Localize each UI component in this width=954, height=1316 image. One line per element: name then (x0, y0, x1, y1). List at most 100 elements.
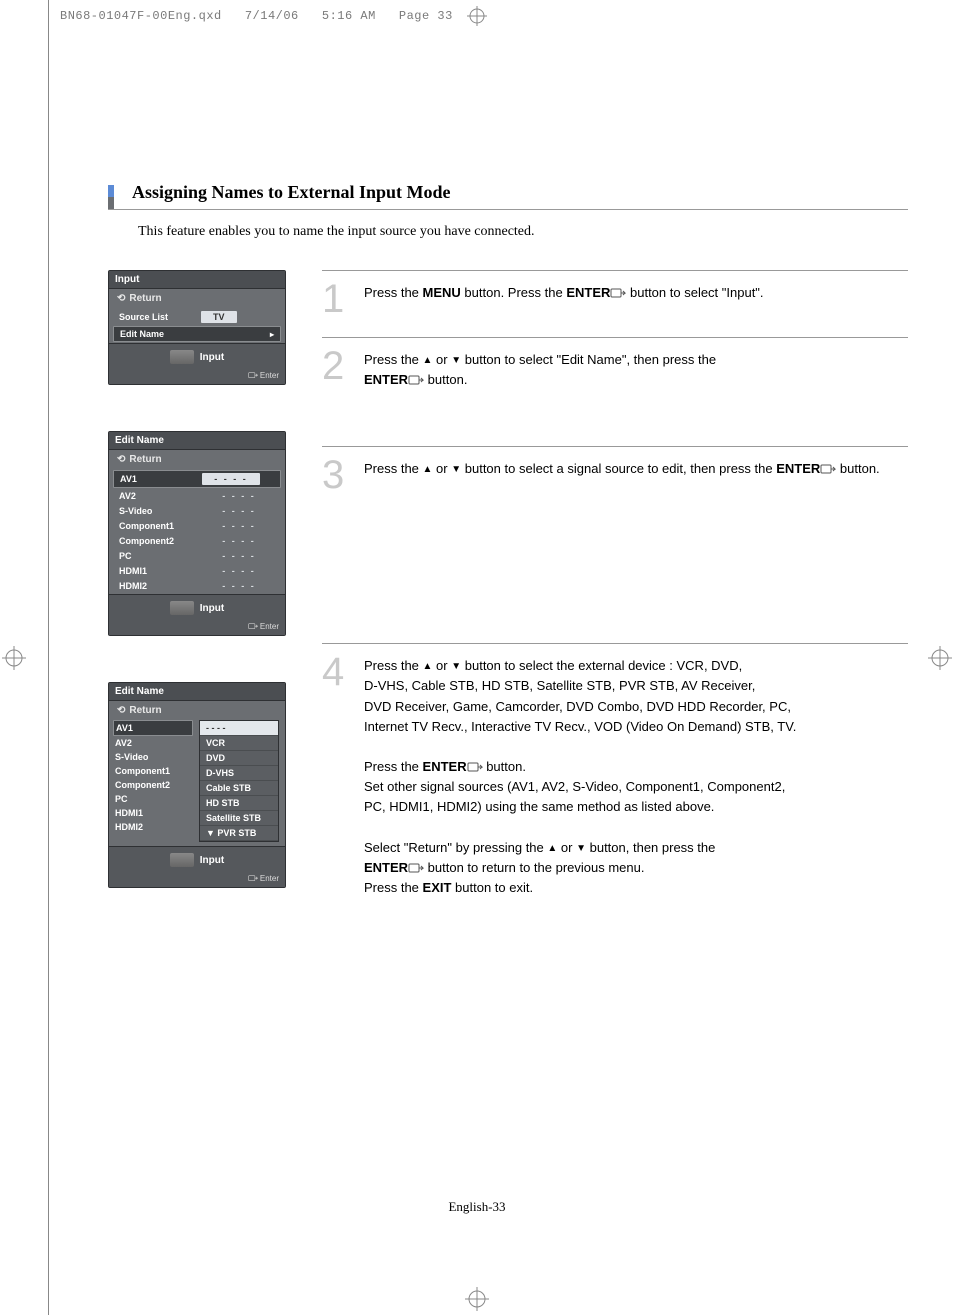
step-number: 3 (322, 457, 350, 493)
osd-return-row[interactable]: ⟲ Return (109, 450, 285, 469)
osd-editname-dropdown-menu: Edit Name ⟲ Return AV1AV2S-VideoComponen… (108, 682, 286, 888)
osd-row[interactable]: Component2- - - - (113, 534, 281, 548)
osd-left-item[interactable]: PC (113, 792, 193, 806)
osd-dropdown: AV1AV2S-VideoComponent1Component2PCHDMI1… (113, 720, 281, 842)
osd-row[interactable]: PC- - - - (113, 549, 281, 563)
row-label: S-Video (117, 506, 201, 516)
osd-row[interactable]: AV1- - - - (113, 470, 281, 488)
down-arrow-icon: ▼ (451, 353, 461, 369)
osd-row-edit-name[interactable]: Edit Name ▸ (113, 326, 281, 342)
up-arrow-icon: ▲ (423, 659, 433, 675)
osd-editname-menu: Edit Name ⟲ Return AV1- - - -AV2- - - -S… (108, 431, 286, 636)
row-label: Component2 (117, 536, 201, 546)
osd-enter-hint: Enter (109, 369, 285, 384)
step-text: Press the MENU button. Press the ENTER b… (364, 281, 908, 317)
osd-row[interactable]: HDMI1- - - - (113, 564, 281, 578)
return-label: Return (129, 454, 161, 465)
tab-color-1 (108, 185, 114, 197)
osd-menu-column: Input ⟲ Return Source List TV Edit Name … (108, 270, 286, 934)
crop-mark-left-icon (2, 646, 26, 670)
osd-footer: Input (109, 594, 285, 620)
return-icon: ⟲ (117, 293, 125, 304)
print-page: Page 33 (399, 9, 453, 23)
osd-row[interactable]: Component1- - - - (113, 519, 281, 533)
enter-icon (248, 874, 258, 882)
dropdown-item[interactable]: ▼ PVR STB (200, 826, 278, 841)
print-time: 5:16 AM (322, 9, 376, 23)
step-3: 3 Press the ▲ or ▼ button to select a si… (322, 446, 908, 513)
row-label: HDMI2 (117, 581, 201, 591)
enter-icon (820, 460, 836, 470)
left-rule (48, 0, 49, 1315)
row-label: Source List (117, 312, 201, 322)
dropdown-item[interactable]: HD STB (200, 796, 278, 811)
section-title: Assigning Names to External Input Mode (132, 182, 451, 203)
dropdown-item[interactable]: D-VHS (200, 766, 278, 781)
print-header: BN68-01047F-00Eng.qxd 7/14/06 5:16 AM Pa… (0, 0, 954, 26)
footer-label: Input (200, 603, 224, 614)
dropdown-item[interactable]: Cable STB (200, 781, 278, 796)
row-value: - - - - (201, 521, 277, 531)
up-arrow-icon: ▲ (423, 462, 433, 478)
section-description: This feature enables you to name the inp… (138, 224, 908, 240)
up-arrow-icon: ▲ (423, 353, 433, 369)
enter-label: Enter (260, 371, 279, 380)
footer-label: Input (200, 855, 224, 866)
down-arrow-icon: ▼ (451, 462, 461, 478)
osd-enter-hint: Enter (109, 872, 285, 887)
chevron-right-icon: ▸ (268, 330, 276, 339)
osd-row[interactable]: S-Video- - - - (113, 504, 281, 518)
row-value: TV (201, 311, 237, 323)
step-number: 4 (322, 654, 350, 898)
enter-icon (408, 859, 424, 869)
row-value: - - - - (201, 536, 277, 546)
osd-title: Input (109, 271, 285, 289)
osd-row-source-list[interactable]: Source List TV (113, 309, 281, 325)
step-text: Press the ▲ or ▼ button to select the ex… (364, 654, 908, 898)
enter-icon (610, 284, 626, 294)
crop-mark-right-icon (928, 646, 952, 670)
row-value: - - - - (201, 581, 277, 591)
osd-left-item[interactable]: Component1 (113, 764, 193, 778)
row-label: PC (117, 551, 201, 561)
dropdown-list[interactable]: - - - - VCRDVDD-VHSCable STBHD STBSatell… (199, 720, 279, 842)
osd-left-item[interactable]: S-Video (113, 750, 193, 764)
row-label: AV1 (118, 474, 202, 484)
osd-row[interactable]: AV2- - - - (113, 489, 281, 503)
row-label: Component1 (117, 521, 201, 531)
step-2: 2 Press the ▲ or ▼ button to select "Edi… (322, 337, 908, 410)
down-arrow-icon: ▼ (451, 659, 461, 675)
steps-column: 1 Press the MENU button. Press the ENTER… (322, 270, 908, 934)
osd-title: Edit Name (109, 683, 285, 701)
print-date: 7/14/06 (245, 9, 299, 23)
return-label: Return (129, 293, 161, 304)
osd-enter-hint: Enter (109, 620, 285, 635)
row-label: AV2 (117, 491, 201, 501)
page-content: Assigning Names to External Input Mode T… (108, 182, 908, 934)
osd-footer: Input (109, 846, 285, 872)
osd-row[interactable]: HDMI2- - - - (113, 579, 281, 593)
section-color-tabs (108, 185, 114, 209)
row-value: - - - - (201, 491, 277, 501)
osd-left-item[interactable]: Component2 (113, 778, 193, 792)
down-arrow-icon: ▼ (576, 841, 586, 857)
enter-label: Enter (260, 874, 279, 883)
dropdown-item[interactable]: DVD (200, 751, 278, 766)
enter-icon (467, 758, 483, 768)
osd-left-item[interactable]: HDMI1 (113, 806, 193, 820)
osd-footer: Input (109, 343, 285, 369)
osd-input-menu: Input ⟲ Return Source List TV Edit Name … (108, 270, 286, 385)
dropdown-item[interactable]: Satellite STB (200, 811, 278, 826)
osd-left-item[interactable]: AV1 (113, 720, 193, 736)
osd-left-item[interactable]: AV2 (113, 736, 193, 750)
osd-left-item[interactable]: HDMI2 (113, 820, 193, 834)
return-icon: ⟲ (117, 705, 125, 716)
row-label: Edit Name (118, 329, 202, 339)
osd-return-row[interactable]: ⟲ Return (109, 701, 285, 720)
dropdown-item-blank[interactable]: - - - - (200, 721, 278, 736)
step-4: 4 Press the ▲ or ▼ button to select the … (322, 643, 908, 918)
enter-icon (248, 371, 258, 379)
dropdown-item[interactable]: VCR (200, 736, 278, 751)
osd-return-row[interactable]: ⟲ Return (109, 289, 285, 308)
up-arrow-icon: ▲ (547, 841, 557, 857)
